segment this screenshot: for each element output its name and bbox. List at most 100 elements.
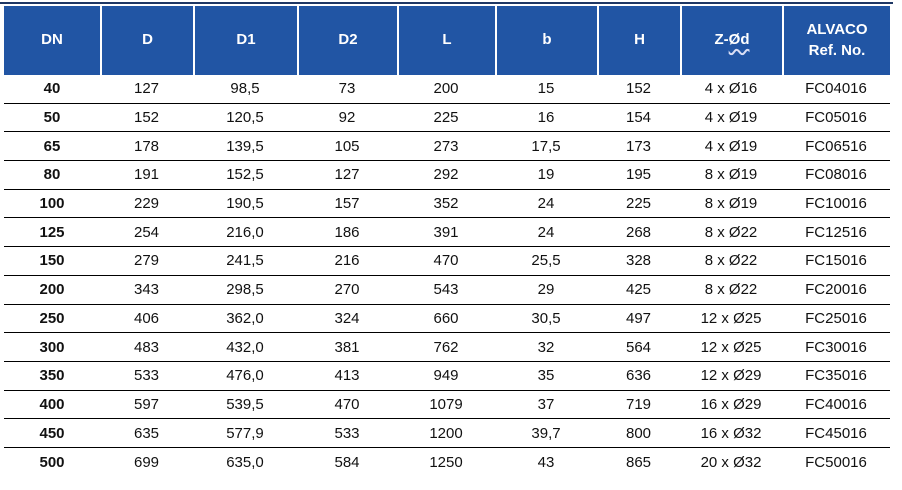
cell-dn: 500 <box>4 447 100 477</box>
cell-alvaco-ref-no: FC10016 <box>782 189 890 219</box>
cell-dn: 400 <box>4 390 100 420</box>
table-row-dn-250: 250 406 362,0 324 660 30,5 497 12 x Ø25 FC25016 <box>4 304 890 334</box>
cell-d: 699 <box>100 447 193 477</box>
cell-l: 292 <box>397 161 495 190</box>
cell-b: 17,5 <box>495 132 597 162</box>
cell-z-od: 4 x Ø19 <box>680 132 782 162</box>
cell-z-od: 12 x Ø25 <box>680 304 782 334</box>
cell-h: 865 <box>597 447 680 477</box>
cell-alvaco-ref-no: FC06516 <box>782 132 890 162</box>
cell-d: 635 <box>100 419 193 448</box>
cell-alvaco-ref-no: FC12516 <box>782 218 890 248</box>
table-row-dn-350: 350 533 476,0 413 949 35 636 12 x Ø29 FC35016 <box>4 361 890 391</box>
cell-h: 225 <box>597 189 680 219</box>
cell-d: 191 <box>100 161 193 190</box>
cell-h: 800 <box>597 419 680 448</box>
table-row-dn-200: 200 343 298,5 270 543 29 425 8 x Ø22 FC20016 <box>4 275 890 305</box>
cell-d1: 216,0 <box>193 218 297 248</box>
cell-l: 200 <box>397 75 495 104</box>
table-row-dn-150: 150 279 241,5 216 470 25,5 328 8 x Ø22 FC15016 <box>4 247 890 276</box>
column-header-h: H <box>597 6 680 75</box>
cell-z-od: 8 x Ø19 <box>680 161 782 190</box>
cell-alvaco-ref-no: FC15016 <box>782 247 890 276</box>
cell-d1: 190,5 <box>193 189 297 219</box>
cell-dn: 200 <box>4 275 100 305</box>
cell-dn: 65 <box>4 132 100 162</box>
cell-d: 229 <box>100 189 193 219</box>
column-header-alvaco-ref-no: ALVACO Ref. No. <box>782 6 890 75</box>
cell-alvaco-ref-no: FC30016 <box>782 333 890 362</box>
cell-z-od: 12 x Ø25 <box>680 333 782 362</box>
cell-dn: 350 <box>4 361 100 391</box>
column-header-d1: D1 <box>193 6 297 75</box>
table-row-dn-400: 400 597 539,5 470 1079 37 719 16 x Ø29 FC40016 <box>4 390 890 420</box>
cell-d1: 577,9 <box>193 419 297 448</box>
cell-alvaco-ref-no: FC04016 <box>782 75 890 104</box>
cell-z-od: 8 x Ø22 <box>680 275 782 305</box>
cell-z-od: 12 x Ø29 <box>680 361 782 391</box>
cell-l: 949 <box>397 361 495 391</box>
cell-h: 328 <box>597 247 680 276</box>
header-label-prefix: Z- <box>714 31 729 49</box>
cell-l: 1250 <box>397 447 495 477</box>
cell-d1: 432,0 <box>193 333 297 362</box>
cell-z-od: 20 x Ø32 <box>680 447 782 477</box>
column-header-b: b <box>495 6 597 75</box>
cell-z-od: 16 x Ø32 <box>680 419 782 448</box>
table-row-dn-80: 80 191 152,5 127 292 19 195 8 x Ø19 FC08016 <box>4 161 890 190</box>
cell-h: 636 <box>597 361 680 391</box>
cell-b: 32 <box>495 333 597 362</box>
table-row-dn-50: 50 152 120,5 92 225 16 154 4 x Ø19 FC05016 <box>4 103 890 133</box>
cell-h: 425 <box>597 275 680 305</box>
cell-dn: 150 <box>4 247 100 276</box>
table-row-dn-125: 125 254 216,0 186 391 24 268 8 x Ø22 FC12516 <box>4 218 890 248</box>
cell-d1: 298,5 <box>193 275 297 305</box>
column-header-z-od: Z-Ød <box>680 6 782 75</box>
table-row-dn-300: 300 483 432,0 381 762 32 564 12 x Ø25 FC30016 <box>4 333 890 362</box>
cell-h: 497 <box>597 304 680 334</box>
cell-alvaco-ref-no: FC35016 <box>782 361 890 391</box>
cell-alvaco-ref-no: FC40016 <box>782 390 890 420</box>
header-label-squiggle: Ød <box>728 31 750 49</box>
cell-b: 19 <box>495 161 597 190</box>
cell-l: 1079 <box>397 390 495 420</box>
cell-dn: 40 <box>4 75 100 104</box>
cell-dn: 125 <box>4 218 100 248</box>
cell-d2: 73 <box>297 75 397 104</box>
table-row-dn-100: 100 229 190,5 157 352 24 225 8 x Ø19 FC10016 <box>4 189 890 219</box>
cell-d1: 476,0 <box>193 361 297 391</box>
cell-d2: 533 <box>297 419 397 448</box>
cell-b: 37 <box>495 390 597 420</box>
cell-d: 279 <box>100 247 193 276</box>
cell-b: 35 <box>495 361 597 391</box>
column-header-l: L <box>397 6 495 75</box>
cell-d1: 241,5 <box>193 247 297 276</box>
cell-l: 762 <box>397 333 495 362</box>
cell-d2: 216 <box>297 247 397 276</box>
cell-z-od: 8 x Ø22 <box>680 247 782 276</box>
cell-l: 470 <box>397 247 495 276</box>
cell-b: 29 <box>495 275 597 305</box>
cell-alvaco-ref-no: FC50016 <box>782 447 890 477</box>
cell-l: 1200 <box>397 419 495 448</box>
cell-h: 195 <box>597 161 680 190</box>
cell-z-od: 8 x Ø22 <box>680 218 782 248</box>
cell-alvaco-ref-no: FC45016 <box>782 419 890 448</box>
cell-d: 483 <box>100 333 193 362</box>
cell-z-od: 8 x Ø19 <box>680 189 782 219</box>
cell-alvaco-ref-no: FC20016 <box>782 275 890 305</box>
cell-l: 543 <box>397 275 495 305</box>
cell-dn: 50 <box>4 103 100 133</box>
cell-d1: 120,5 <box>193 103 297 133</box>
cell-d: 533 <box>100 361 193 391</box>
cell-b: 30,5 <box>495 304 597 334</box>
cell-d: 343 <box>100 275 193 305</box>
cell-h: 564 <box>597 333 680 362</box>
cell-b: 15 <box>495 75 597 104</box>
cell-d2: 92 <box>297 103 397 133</box>
cell-b: 24 <box>495 218 597 248</box>
cell-l: 391 <box>397 218 495 248</box>
cell-alvaco-ref-no: FC05016 <box>782 103 890 133</box>
